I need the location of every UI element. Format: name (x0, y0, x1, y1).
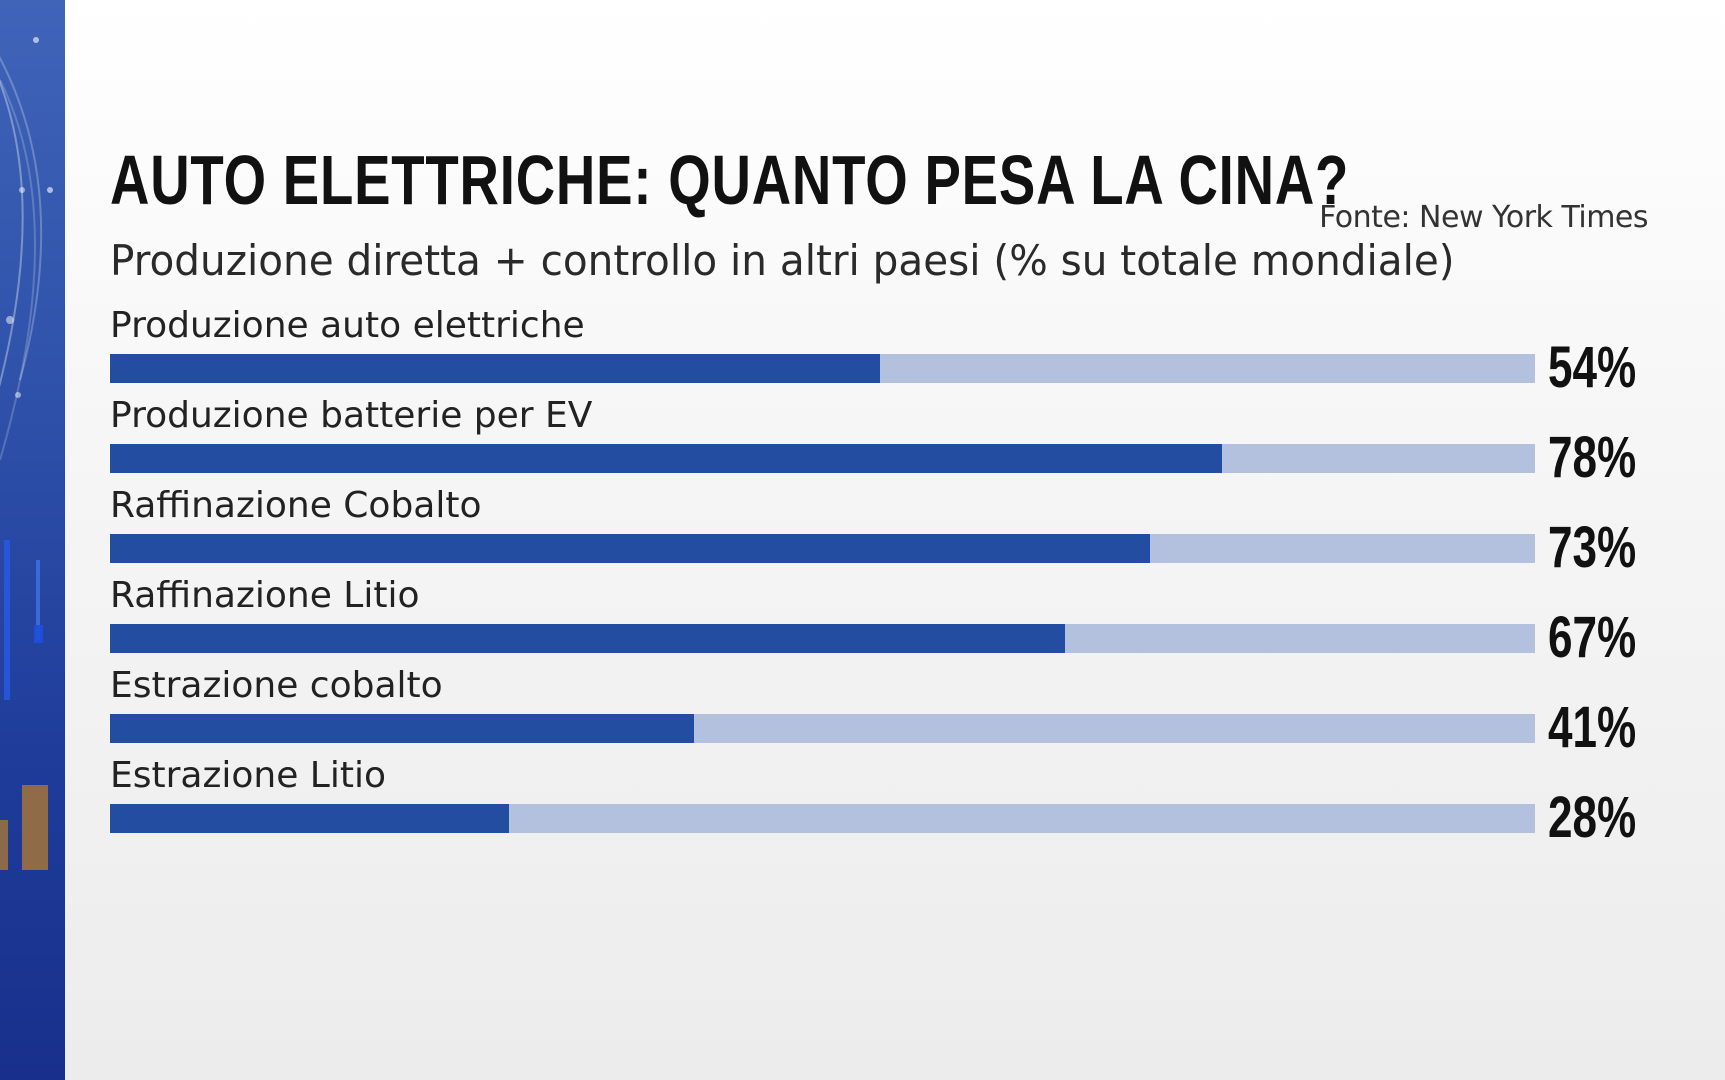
bar (110, 534, 1151, 563)
chart-subtitle: Produzione diretta + controllo in altri … (110, 236, 1455, 285)
bar (110, 624, 1065, 653)
bar-value-label: 78% (1548, 425, 1637, 490)
bar-track (110, 444, 1535, 473)
bar-label: Raffinazione Cobalto (110, 485, 482, 526)
bar (110, 444, 1222, 473)
bar-label: Raffinazione Litio (110, 575, 420, 616)
bar-track (110, 714, 1535, 743)
bar-value-label: 67% (1548, 605, 1637, 670)
chart-title: AUTO ELETTRICHE: QUANTO PESA LA CINA? (110, 141, 1350, 219)
bar (110, 714, 695, 743)
decorative-side-panel (0, 0, 65, 1080)
source-credit: Fonte: New York Times (1319, 200, 1648, 235)
bar-label: Estrazione cobalto (110, 665, 443, 706)
bar-track (110, 534, 1535, 563)
bar-value-label: 28% (1548, 785, 1637, 850)
bar (110, 354, 880, 383)
bar-track (110, 624, 1535, 653)
bar-label: Produzione batterie per EV (110, 395, 593, 436)
bar-value-label: 41% (1548, 695, 1637, 760)
bar-value-label: 73% (1548, 515, 1637, 580)
bar-track (110, 804, 1535, 833)
bar-value-label: 54% (1548, 335, 1637, 400)
bar-label: Estrazione Litio (110, 755, 387, 796)
bar-label: Produzione auto elettriche (110, 305, 585, 346)
bar (110, 804, 509, 833)
network-pattern-icon (0, 37, 53, 870)
bar-track (110, 354, 1535, 383)
